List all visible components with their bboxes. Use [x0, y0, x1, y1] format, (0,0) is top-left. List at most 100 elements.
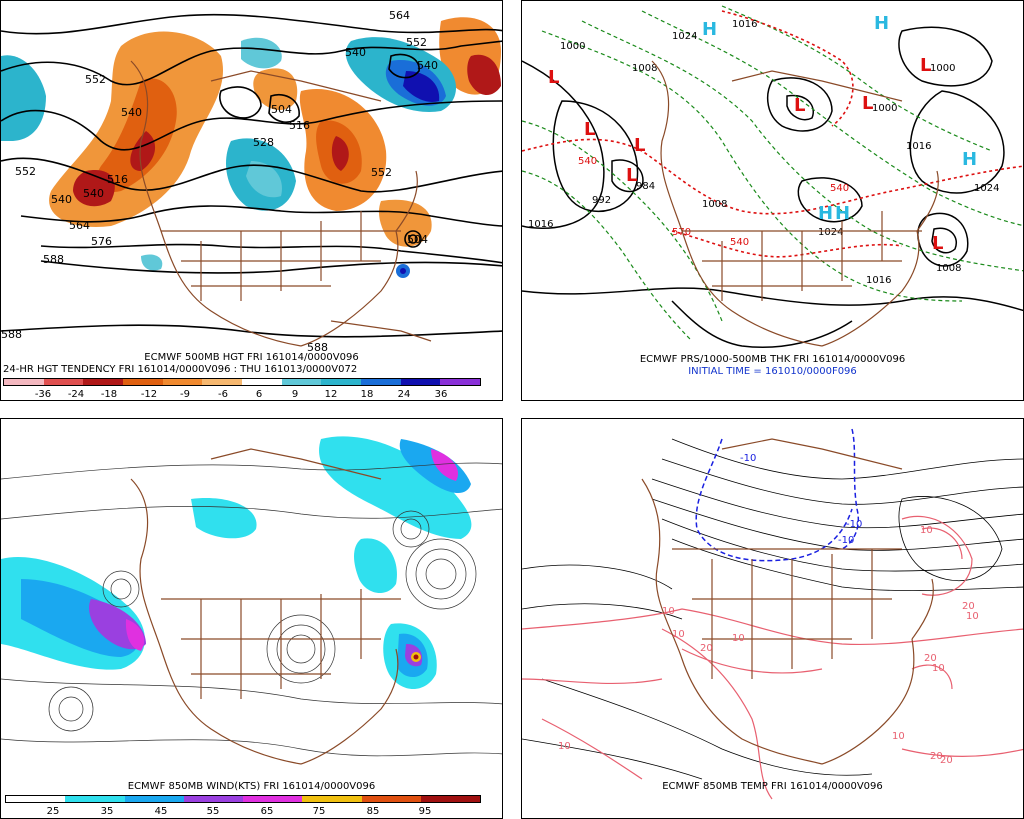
contour-label: 588	[43, 253, 64, 266]
isobar-label: 1000	[930, 63, 955, 74]
legend-label: -18	[100, 389, 118, 400]
legend-swatch	[65, 796, 125, 802]
legend-swatch	[440, 379, 481, 385]
legend-label: 24	[397, 389, 411, 400]
legend-label: 9	[291, 389, 299, 400]
legend-label: -12	[140, 389, 158, 400]
legend-swatch	[321, 379, 362, 385]
legend-swatch	[302, 796, 362, 802]
low-marker: L	[794, 95, 805, 116]
contour-label: 540	[51, 193, 72, 206]
contour-label: 504	[271, 103, 292, 116]
legend-label: -36	[34, 389, 52, 400]
temp-label: 10	[966, 611, 979, 622]
thickness-contours-red	[522, 10, 1023, 258]
legend-label: 65	[260, 806, 274, 817]
isobar-label: 984	[636, 181, 655, 192]
contour-label: 588	[1, 328, 22, 341]
temp-label: -10	[740, 453, 756, 464]
legend-swatch	[162, 379, 203, 385]
legend-label: 18	[360, 389, 374, 400]
height-tendency-fills	[1, 17, 501, 278]
panel-500mb-height: 552 540 552 516 528 540 504 564 576 588 …	[0, 0, 503, 401]
legend-swatch	[183, 796, 243, 802]
pressure-centers: H H H H H H L L L L L L L L	[548, 13, 977, 254]
contour-label: 576	[91, 235, 112, 248]
contour-label: 552	[371, 166, 392, 179]
geography-lines	[130, 60, 432, 347]
legend-swatch	[361, 379, 401, 385]
temp-labels: -10 -10 -10 10 20 10 20 10 10 10 20 10 2…	[558, 453, 979, 766]
isobar-label: 1024	[672, 31, 697, 42]
legend-label: -9	[180, 389, 190, 400]
contour-label: 516	[107, 173, 128, 186]
legend-swatch	[242, 379, 282, 385]
high-marker: H	[818, 203, 833, 224]
legend-labels: -36 -24 -18 -12 -9 -6 6 9 12 18 24 36	[1, 389, 502, 400]
temp-label: 10	[892, 731, 905, 742]
isobar-label: 1000	[872, 103, 897, 114]
panel-850mb-temp: -10 -10 -10 10 20 10 20 10 10 10 20 10 2…	[521, 418, 1024, 819]
temp-label: 10	[732, 633, 745, 644]
legend-swatch	[6, 796, 66, 802]
legend-label: 75	[312, 806, 326, 817]
contour-label: 528	[253, 136, 274, 149]
temp-label: -10	[846, 519, 862, 530]
temp-label: 10	[920, 525, 933, 536]
contour-label: 540	[121, 106, 142, 119]
contour-label: 540	[83, 187, 104, 200]
legend-swatch	[400, 379, 441, 385]
contour-label: 564	[389, 9, 410, 22]
contour-label: 564	[69, 219, 90, 232]
panel-850mb-wind: ECMWF 850MB WIND(KTS) FRI 161014/0000V09…	[0, 418, 503, 819]
legend-swatch	[43, 379, 84, 385]
low-marker: L	[634, 135, 645, 156]
legend-label: 85	[366, 806, 380, 817]
isobars	[522, 26, 1023, 349]
legend-label: 95	[418, 806, 432, 817]
isobar-label: 1024	[818, 227, 843, 238]
thickness-contours-green	[522, 5, 1023, 342]
temp-label: 20	[930, 751, 943, 762]
low-marker: L	[584, 119, 595, 140]
high-marker: H	[962, 149, 977, 170]
isobar-label: 1024	[974, 183, 999, 194]
legend-swatch	[361, 796, 421, 802]
contour-label: 504	[407, 233, 428, 246]
high-marker: H	[702, 19, 717, 40]
temp-contours-black	[522, 438, 1023, 780]
contour-label: 588	[307, 341, 328, 354]
legend-label: -24	[67, 389, 85, 400]
geography-lines	[651, 60, 939, 347]
legend-label: 12	[324, 389, 338, 400]
streamlines	[1, 462, 502, 757]
legend-label: 35	[100, 806, 114, 817]
contour-label: 540	[345, 46, 366, 59]
legend-label: 55	[206, 806, 220, 817]
isobar-labels: 1000 1016 1024 1008 1000 992 984 1016 10…	[528, 19, 999, 286]
thickness-labels: 540 540 570 540	[578, 156, 849, 248]
legend-swatch	[281, 379, 322, 385]
map-850mb-temp: -10 -10 -10 10 20 10 20 10 10 10 20 10 2…	[522, 428, 1023, 800]
temp-label: 20	[962, 601, 975, 612]
temp-label: 10	[558, 741, 571, 752]
map-850mb-wind	[1, 436, 502, 765]
high-marker: H	[835, 203, 850, 224]
legend-label: 45	[154, 806, 168, 817]
legend-swatch	[420, 796, 480, 802]
legend-swatch	[4, 379, 44, 385]
thickness-label: 540	[830, 183, 849, 194]
panel-title: ECMWF PRS/1000-500MB THK FRI 161014/0000…	[639, 354, 906, 365]
panel-title: ECMWF 850MB WIND(KTS) FRI 161014/0000V09…	[127, 781, 376, 792]
contour-label: 516	[289, 119, 310, 132]
geography-lines	[641, 438, 934, 765]
contour-label: 552	[406, 36, 427, 49]
low-marker: L	[862, 93, 873, 114]
high-marker: H	[874, 13, 889, 34]
temp-label: 20	[940, 755, 953, 766]
wind-speed-fills	[1, 436, 472, 689]
legend-label: 25	[46, 806, 60, 817]
isobar-label: 1016	[528, 219, 553, 230]
low-marker: L	[932, 233, 943, 254]
temp-contours-blue	[695, 428, 859, 562]
